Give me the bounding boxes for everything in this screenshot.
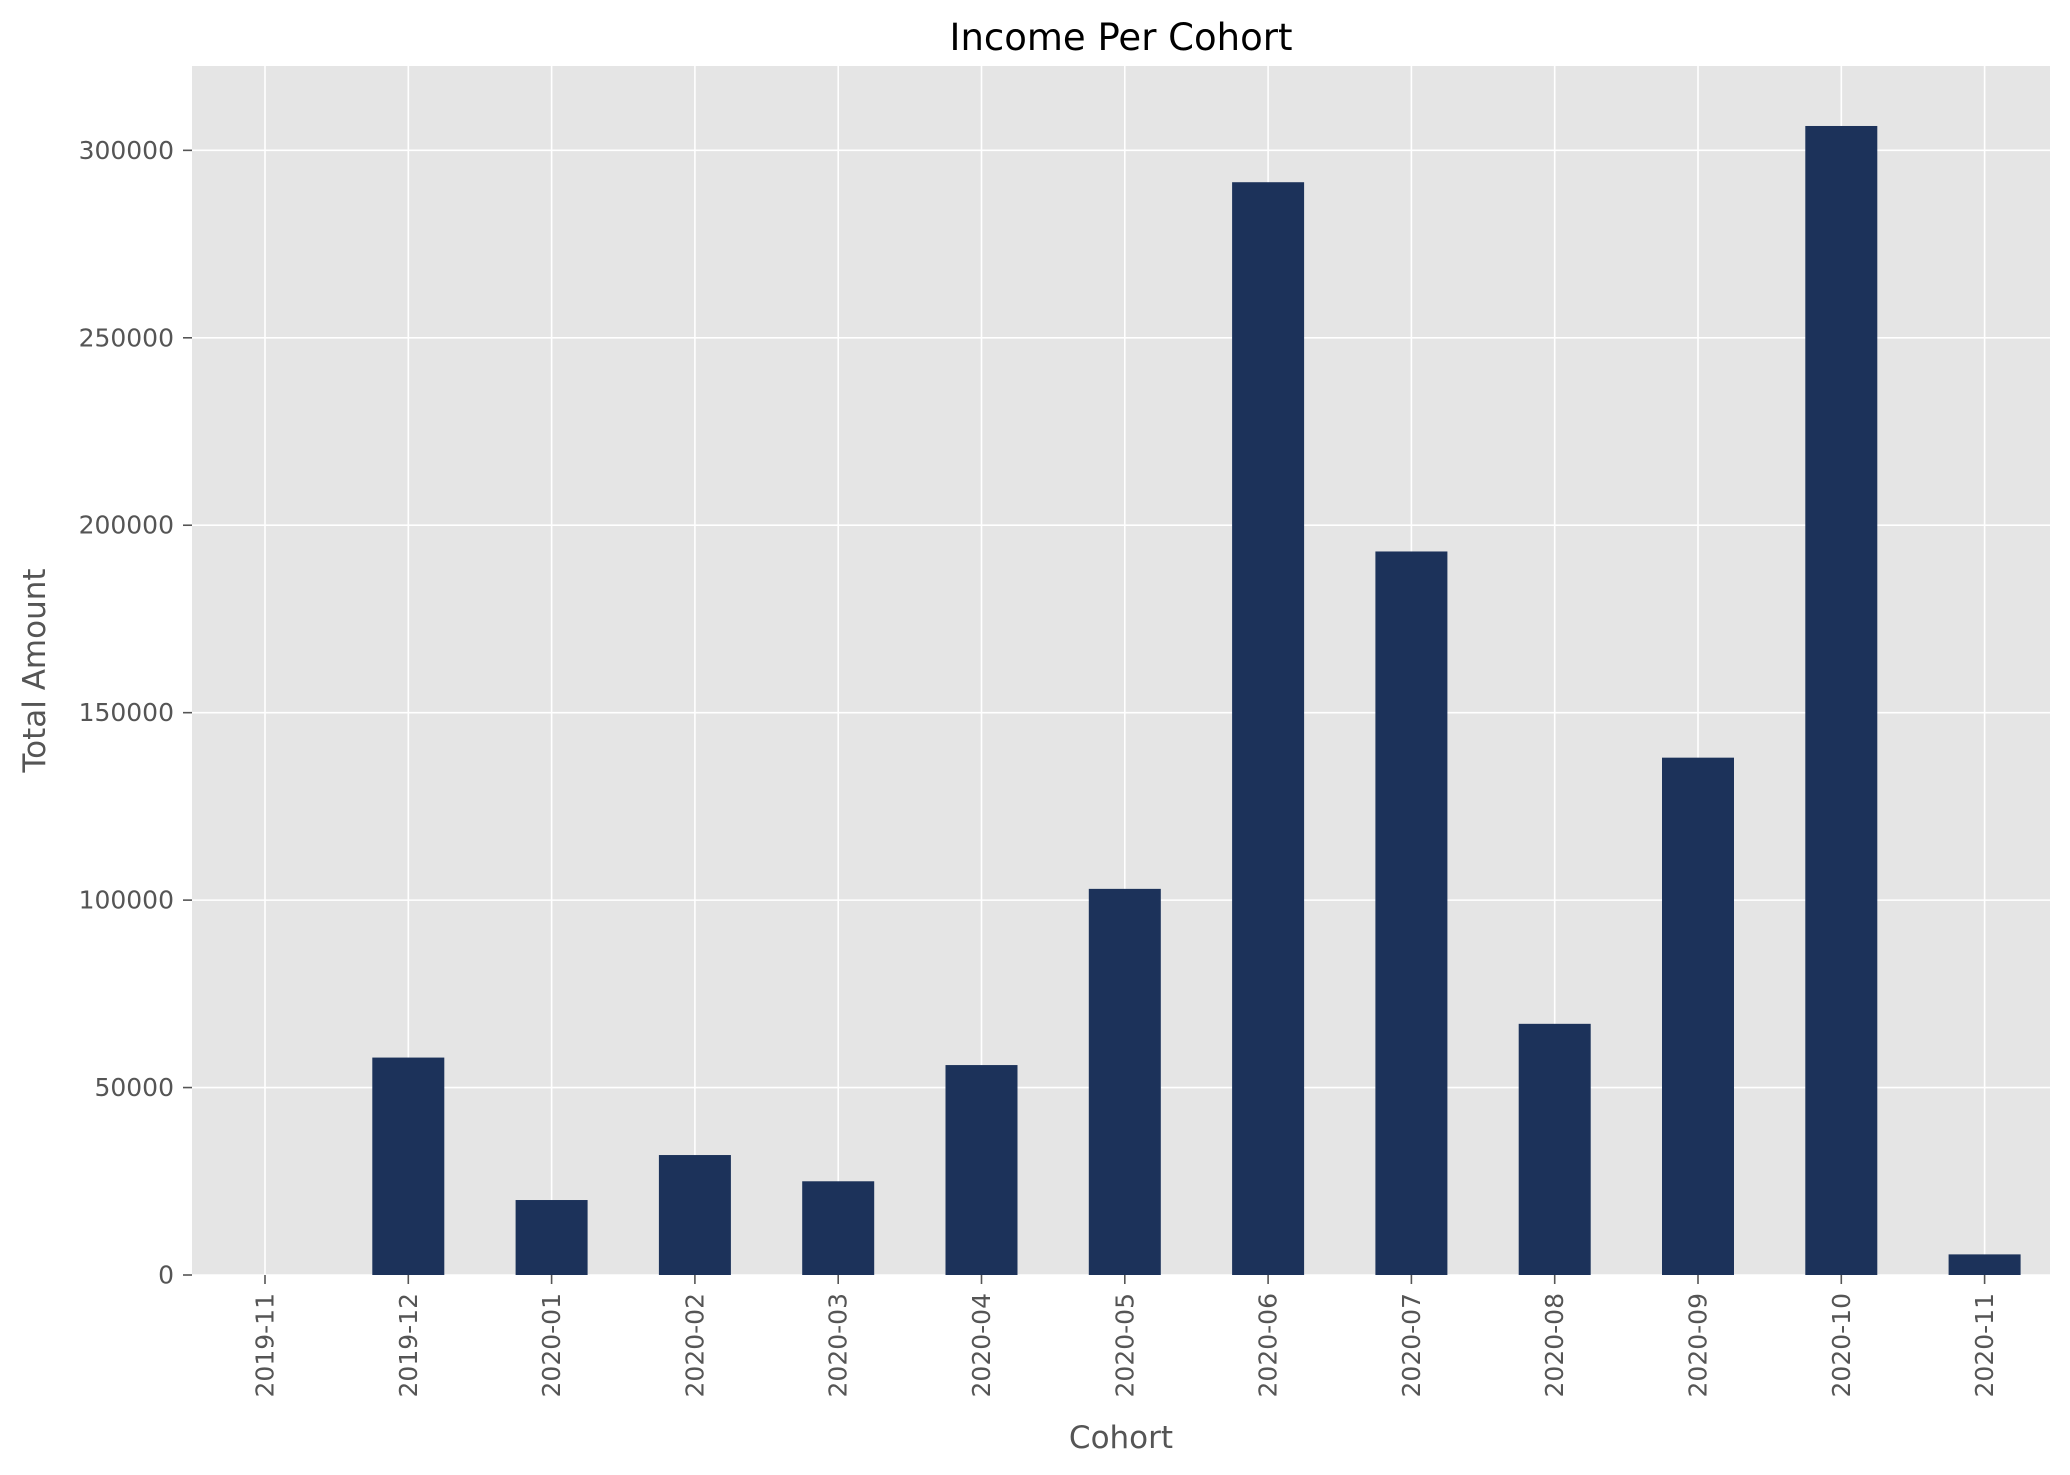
x-tick-label: 2019-11 xyxy=(251,1293,280,1397)
y-tick-label: 50000 xyxy=(94,1073,174,1102)
x-tick-label: 2020-02 xyxy=(680,1293,709,1397)
y-axis-ticks: 0 50000 100000 150000 200000 250000 300000 xyxy=(79,136,192,1290)
x-tick-label: 2020-04 xyxy=(967,1293,996,1397)
bar-2020-04 xyxy=(945,1065,1018,1275)
y-tick-label: 0 xyxy=(158,1261,174,1290)
bar-2020-07 xyxy=(1375,551,1448,1275)
x-axis-ticks: 2019-11 2019-12 2020-01 2020-02 2020-03 2020-… xyxy=(251,1275,1999,1397)
bar-2020-01 xyxy=(515,1200,588,1275)
x-tick-label: 2020-01 xyxy=(537,1293,566,1397)
x-tick-label: 2020-06 xyxy=(1254,1293,1283,1397)
x-tick-label: 2020-05 xyxy=(1110,1293,1139,1397)
y-tick-label: 250000 xyxy=(79,323,174,352)
bar-2019-12 xyxy=(372,1057,445,1275)
bar-2020-03 xyxy=(802,1181,875,1275)
bar-2020-11 xyxy=(1948,1254,2021,1275)
x-axis-label: Cohort xyxy=(1069,1420,1173,1456)
x-tick-label: 2020-03 xyxy=(824,1293,853,1397)
y-axis-label: Total Amount xyxy=(17,568,53,773)
x-tick-label: 2020-07 xyxy=(1397,1293,1426,1397)
x-tick-label: 2020-11 xyxy=(1970,1293,1999,1397)
y-tick-label: 300000 xyxy=(79,136,174,165)
bar-2020-08 xyxy=(1518,1023,1591,1275)
bar-2020-02 xyxy=(658,1155,731,1275)
x-tick-label: 2020-08 xyxy=(1540,1293,1569,1397)
bars xyxy=(372,125,2021,1275)
y-tick-label: 100000 xyxy=(79,886,174,915)
x-tick-label: 2019-12 xyxy=(394,1293,423,1397)
x-tick-label: 2020-09 xyxy=(1684,1293,1713,1397)
bar-2020-09 xyxy=(1662,757,1734,1275)
bar-2020-10 xyxy=(1805,125,1878,1275)
x-tick-label: 2020-10 xyxy=(1827,1293,1856,1397)
chart-title: Income Per Cohort xyxy=(950,16,1293,59)
y-tick-label: 150000 xyxy=(79,698,174,727)
bar-2020-06 xyxy=(1232,182,1305,1275)
bar-2020-05 xyxy=(1088,888,1161,1275)
y-tick-label: 200000 xyxy=(79,511,174,540)
